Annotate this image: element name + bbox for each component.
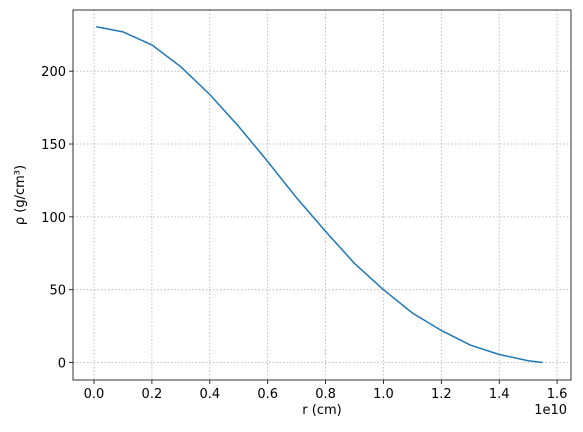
data-line [96, 26, 543, 364]
y-tick-label: 100 [41, 211, 66, 226]
x-axis-label: r (cm) [302, 403, 341, 418]
y-axis-label: ρ (g/cm³) [13, 165, 28, 225]
x-offset-label: 1e10 [534, 403, 567, 418]
y-tick-label: 0 [58, 357, 66, 372]
x-tick-label: 1.6 [547, 387, 568, 402]
x-tick-label: 0.0 [84, 387, 105, 402]
x-tick-label: 0.4 [199, 387, 220, 402]
y-tick-label: 200 [41, 65, 66, 80]
x-tick-label: 0.8 [315, 387, 336, 402]
y-tick-label: 150 [41, 138, 66, 153]
x-tick-label: 1.0 [373, 387, 394, 402]
plot-frame [72, 9, 572, 381]
x-tick-label: 1.4 [489, 387, 510, 402]
y-tick-label: 50 [49, 284, 66, 299]
x-tick-label: 0.6 [257, 387, 278, 402]
x-tick-label: 1.2 [431, 387, 452, 402]
x-tick-label: 0.2 [142, 387, 163, 402]
